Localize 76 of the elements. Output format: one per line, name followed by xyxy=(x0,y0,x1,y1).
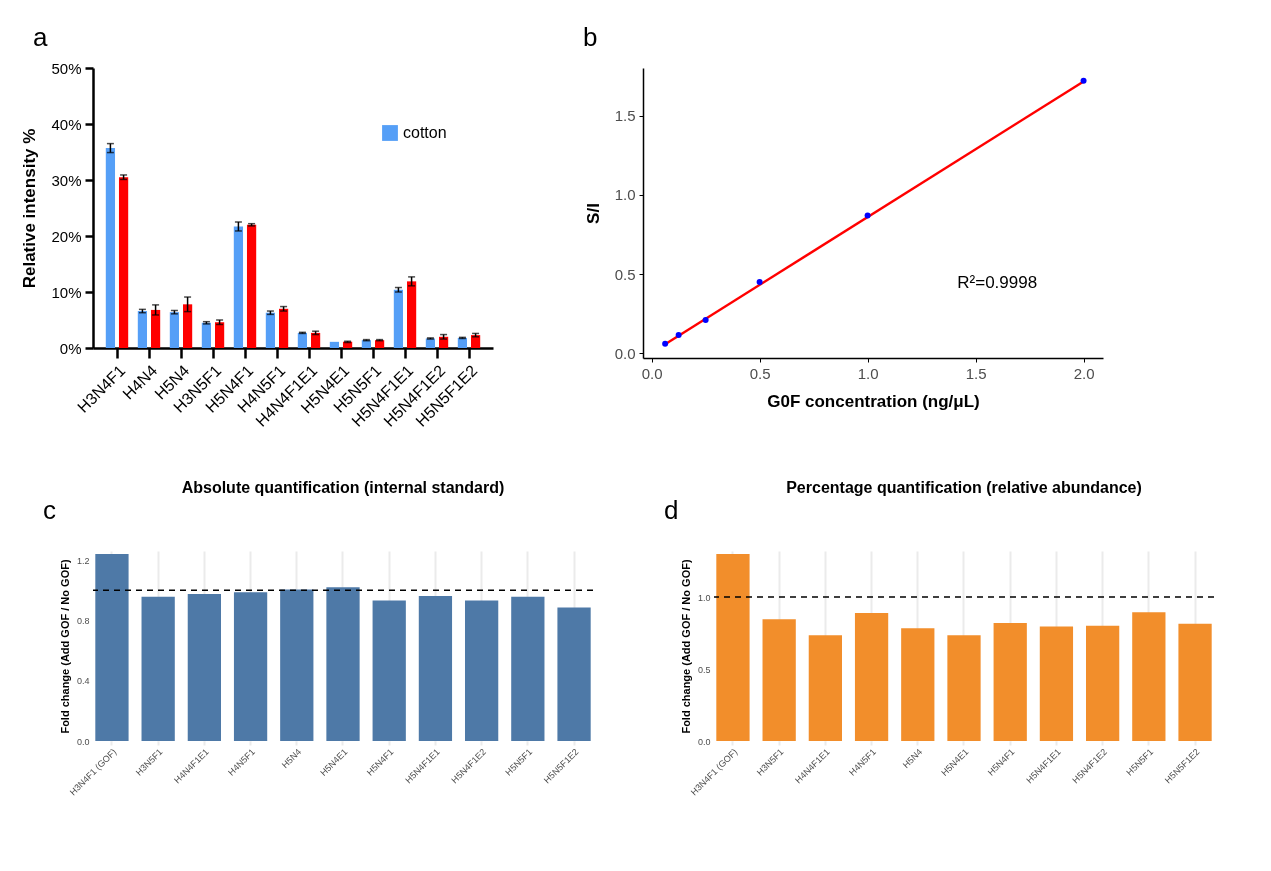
point xyxy=(1080,77,1087,84)
y-axis-title: Relative intensity % xyxy=(20,128,40,289)
y-tick-label: 1.2 xyxy=(76,555,90,566)
bar xyxy=(233,226,244,348)
y-tick-label: 1.0 xyxy=(614,186,636,204)
y-tick-label: 1.0 xyxy=(697,592,711,603)
bar xyxy=(1132,612,1166,741)
bar xyxy=(329,341,340,348)
bar xyxy=(201,322,212,348)
bar xyxy=(854,612,889,741)
point xyxy=(675,332,682,339)
x-axis-title: G0F concentration (ng/μL) xyxy=(767,391,980,411)
y-tick-label: 0.4 xyxy=(76,676,90,687)
y-tick-label: 20% xyxy=(51,227,82,245)
bar xyxy=(1086,625,1120,741)
y-axis-title: Fold change (Add GOF / No GOF) xyxy=(58,559,71,734)
y-tick-label: 1.5 xyxy=(614,107,636,125)
chart-title: Absolute quantification (internal standard) xyxy=(181,479,505,496)
bar xyxy=(265,312,276,348)
bar xyxy=(1178,623,1212,741)
bar xyxy=(233,592,268,741)
bar xyxy=(557,607,591,741)
y-tick-label: 50% xyxy=(51,59,82,77)
bar xyxy=(1039,626,1074,741)
y-axis-title: S/I xyxy=(583,203,603,224)
text: d xyxy=(664,495,679,525)
bar xyxy=(141,596,175,741)
text: a xyxy=(33,22,48,52)
annotation: R²=0.9998 xyxy=(957,272,1038,292)
bar xyxy=(182,304,193,348)
y-tick-label: 0.5 xyxy=(697,664,711,675)
x-tick-label: 0.0 xyxy=(641,364,663,382)
bar xyxy=(105,148,116,348)
y-tick-label: 0.0 xyxy=(697,736,711,747)
legend-label: cotton xyxy=(403,124,447,141)
bar xyxy=(901,628,935,741)
bar xyxy=(95,554,129,741)
bar xyxy=(187,593,221,741)
y-tick-label: 30% xyxy=(51,171,82,189)
x-tick-label: 2.0 xyxy=(1073,364,1095,382)
bar xyxy=(326,587,360,741)
y-tick-label: 0% xyxy=(59,339,82,357)
x-tick-label: 1.5 xyxy=(965,364,987,382)
bar xyxy=(993,622,1027,741)
x-tick-label: 1.0 xyxy=(857,364,879,382)
bar xyxy=(457,337,468,348)
bar xyxy=(150,309,161,348)
y-axis-title: Fold change (Add GOF / No GOF) xyxy=(679,559,692,734)
point xyxy=(864,212,871,219)
text: b xyxy=(583,22,598,52)
y-tick-label: 0.0 xyxy=(614,344,636,362)
bar xyxy=(280,589,314,741)
bar xyxy=(947,635,981,741)
bar xyxy=(406,281,417,348)
bar xyxy=(808,635,842,741)
bar xyxy=(511,596,545,741)
y-tick-label: 10% xyxy=(51,283,82,301)
text: c xyxy=(43,495,56,525)
bar xyxy=(465,600,499,741)
y-tick-label: 0.5 xyxy=(614,265,636,283)
bar xyxy=(246,224,257,348)
point xyxy=(662,340,669,347)
chart-title: Percentage quantification (relative abundance) xyxy=(786,479,1142,496)
bar xyxy=(762,619,796,741)
y-tick-label: 40% xyxy=(51,115,82,133)
bar xyxy=(169,312,180,348)
y-tick-label: 0.8 xyxy=(76,615,90,626)
point xyxy=(702,316,709,323)
bar xyxy=(297,332,308,348)
point xyxy=(756,278,763,285)
bar xyxy=(137,311,148,348)
x-tick-label: 0.5 xyxy=(749,364,771,382)
bar xyxy=(372,600,406,741)
bar xyxy=(310,332,321,348)
bar xyxy=(418,595,453,741)
y-tick-label: 0.0 xyxy=(76,736,90,747)
